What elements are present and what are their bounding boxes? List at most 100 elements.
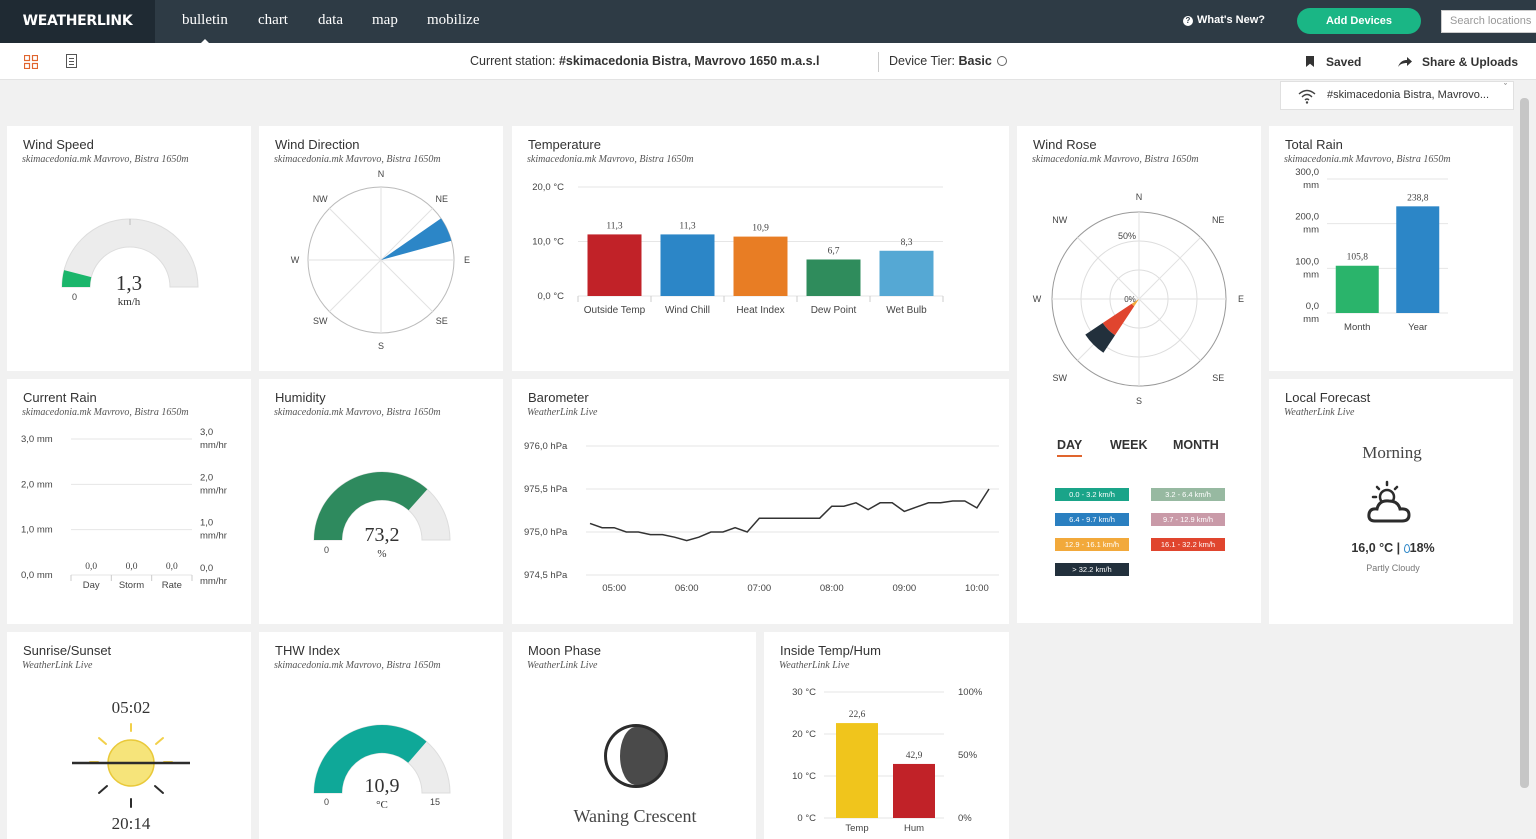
whats-new-link[interactable]: ? What's New? [1183,14,1265,26]
tab-month[interactable]: MONTH [1173,438,1219,452]
nav-map[interactable]: map [372,12,398,28]
legend-badge: 6.4 - 9.7 km/h [1055,513,1129,526]
forecast-humidity: 18% [1409,541,1435,555]
y-tick-label: 975,0 hPa [524,527,568,538]
card-title: Humidity [275,390,326,405]
wind-speed-card[interactable]: Wind Speed skimacedonia.mk Mavrovo, Bist… [7,126,251,371]
current-station: Current station: #skimacedonia Bistra, M… [470,54,820,68]
y-tick-label-left: 3,0 mm [21,434,53,445]
search-input[interactable]: Search locations [1441,10,1536,33]
rose-label-nw: NW [1052,215,1067,225]
compass-spoke [380,259,433,312]
compass-label-w: W [291,255,300,265]
card-subtitle: skimacedonia.mk Mavrovo, Bistra 1650m [527,154,694,165]
forecast-condition: Partly Cloudy [1366,563,1420,573]
thw-max: 15 [430,797,441,807]
gauge-fill [314,725,427,793]
x-tick-label: 06:00 [675,583,699,594]
thw-index-card[interactable]: THW Index skimacedonia.mk Mavrovo, Bistr… [259,632,503,839]
whats-new-label: What's New? [1197,14,1266,26]
share-label: Share & Uploads [1422,55,1519,69]
weatherlink-logo[interactable]: WEATHERLINK [0,0,155,43]
legend-badge: 16.1 - 32.2 km/h [1151,538,1225,551]
card-subtitle: WeatherLink Live [527,660,598,671]
tier-value: Basic [958,54,992,68]
compass-label-se: SE [436,316,448,326]
tab-week[interactable]: WEEK [1110,438,1148,452]
legend-badge: 12.9 - 16.1 km/h [1055,538,1129,551]
compass-label-ne: NE [436,194,449,204]
card-subtitle: skimacedonia.mk Mavrovo, Bistra 1650m [22,154,189,165]
grid-view-icon[interactable] [24,55,38,69]
bar-value-label: 11,3 [606,221,623,231]
ring-label-0: 0% [1124,295,1136,304]
scrollbar[interactable] [1520,98,1529,788]
card-subtitle: WeatherLink Live [22,660,93,671]
nav-bulletin[interactable]: bulletin [182,0,228,43]
station-label: Current station: [470,54,556,68]
card-title: Current Rain [23,390,97,405]
y-tick-unit: mm [1303,180,1319,191]
share-arrow-icon [1398,57,1412,67]
sunrise-sunset-card[interactable]: Sunrise/Sunset WeatherLink Live 05:02 20… [7,632,251,839]
bar-value-label: 8,3 [901,238,913,248]
rose-label-se: SE [1212,373,1224,383]
wind-speed-value: 1,3 [115,271,143,295]
list-view-icon[interactable] [66,54,77,68]
wind-speed-min: 0 [72,292,78,302]
y-tick-label-left: 30 °C [792,687,816,698]
moon-phase-card[interactable]: Moon Phase WeatherLink Live Waning Cresc… [512,632,756,839]
inside-temp-hum-card[interactable]: Inside Temp/Hum WeatherLink Live 0 °C 10 … [764,632,1009,839]
card-subtitle: skimacedonia.mk Mavrovo, Bistra 1650m [1284,154,1451,165]
bar-value-label: 0,0 [166,562,178,572]
sunset-time: 20:14 [111,814,151,833]
y-tick-label: 20,0 °C [532,182,564,193]
station-selector[interactable]: #skimacedonia Bistra, Mavrovo... ˇ [1280,81,1514,110]
tier-label: Device Tier: [889,54,955,68]
station-select-value: #skimacedonia Bistra, Mavrovo... [1327,89,1490,101]
humidity-card[interactable]: Humidity skimacedonia.mk Mavrovo, Bistra… [259,379,503,624]
bar-value-label: 42,9 [906,751,923,761]
card-title: Local Forecast [1285,390,1371,405]
forecast-separator: | [1396,541,1401,555]
y-tick-unit-right: mm/hr [200,440,227,451]
local-forecast-card[interactable]: Local Forecast WeatherLink Live Morning … [1269,379,1513,624]
share-uploads-button[interactable]: Share & Uploads [1398,55,1518,69]
saved-button[interactable]: Saved [1306,55,1361,69]
temperature-card[interactable]: Temperature skimacedonia.mk Mavrovo, Bis… [512,126,1009,371]
divider [878,52,879,72]
x-tick-label: Wind Chill [665,305,710,316]
add-devices-button[interactable]: Add Devices [1297,8,1421,34]
y-tick-label: 200,0 [1295,212,1319,223]
nav-data[interactable]: data [318,12,343,28]
nav-chart[interactable]: chart [258,12,288,28]
nav-mobilize[interactable]: mobilize [427,12,480,28]
rose-label-s: S [1136,396,1142,406]
barometer-card[interactable]: Barometer WeatherLink Live 974,5 hPa 975,… [512,379,1009,624]
y-tick-unit-right: mm/hr [200,485,227,496]
wind-direction-compass: N NE E SE S SW W NW [291,169,470,351]
droplet-icon [1403,544,1410,553]
current-rain-card[interactable]: Current Rain skimacedonia.mk Mavrovo, Bi… [7,379,251,624]
bar-value-label: 0,0 [85,562,97,572]
wind-direction-card[interactable]: Wind Direction skimacedonia.mk Mavrovo, … [259,126,503,371]
total-rain-chart: 0,0 mm 100,0 mm 200,0 mm 300,0 mm 105,8 Month 238,… [1295,167,1448,333]
gear-icon[interactable] [996,56,1007,66]
device-tier: Device Tier: Basic [889,54,1007,68]
wind-rose-card[interactable]: Wind Rose skimacedonia.mk Mavrovo, Bistr… [1017,126,1261,623]
tab-day[interactable]: DAY [1057,438,1083,457]
bar-temp [836,723,878,818]
humidity-value: 73,2 [364,524,400,546]
x-tick-label: Rate [162,580,182,591]
bar-month [1335,265,1379,313]
card-subtitle: skimacedonia.mk Mavrovo, Bistra 1650m [274,407,441,418]
top-nav: WEATHERLINK bulletin chart data map mobi… [0,0,1536,43]
bar-value-label: 0,0 [126,562,138,572]
card-subtitle: WeatherLink Live [527,407,598,418]
humidity-min: 0 [324,545,330,555]
legend-badge: 3.2 - 6.4 km/h [1151,488,1225,501]
ring-label-50: 50% [1118,231,1136,241]
y-tick-label-left: 0 °C [797,813,816,824]
card-subtitle: skimacedonia.mk Mavrovo, Bistra 1650m [1032,154,1199,165]
total-rain-card[interactable]: Total Rain skimacedonia.mk Mavrovo, Bist… [1269,126,1513,371]
